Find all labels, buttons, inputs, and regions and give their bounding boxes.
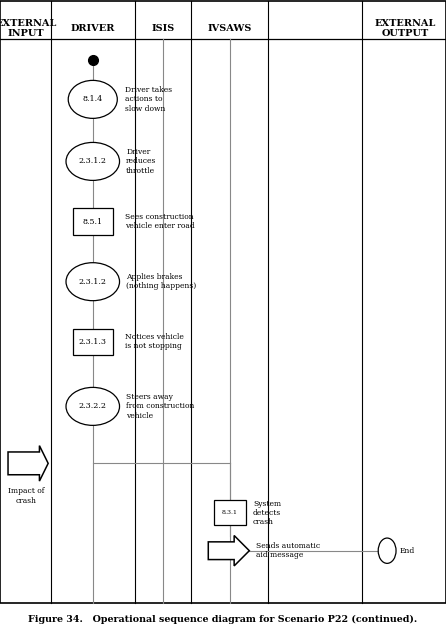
Text: End: End: [400, 547, 415, 555]
Circle shape: [378, 538, 396, 563]
Text: 8.5.1: 8.5.1: [83, 218, 103, 225]
Text: ISIS: ISIS: [151, 24, 174, 33]
Polygon shape: [8, 446, 48, 481]
Text: 8.3.1: 8.3.1: [222, 510, 238, 515]
Text: 2.3.1.2: 2.3.1.2: [79, 158, 107, 165]
Bar: [73, 208, 113, 235]
Text: System
detects
crash: System detects crash: [253, 499, 281, 526]
Text: 2.3.1.2: 2.3.1.2: [79, 278, 107, 285]
Bar: [214, 500, 246, 525]
Ellipse shape: [66, 263, 120, 301]
Text: Notices vehicle
is not stopping: Notices vehicle is not stopping: [125, 333, 184, 351]
Text: Applies brakes
(nothing happens): Applies brakes (nothing happens): [126, 273, 197, 291]
Text: 2.3.2.2: 2.3.2.2: [79, 403, 107, 410]
Polygon shape: [208, 536, 249, 566]
Text: Figure 34.   Operational sequence diagram for Scenario P22 (continued).: Figure 34. Operational sequence diagram …: [29, 615, 417, 624]
Ellipse shape: [66, 142, 120, 180]
Text: 2.3.1.3: 2.3.1.3: [79, 338, 107, 346]
Ellipse shape: [68, 80, 117, 118]
Text: EXTERNAL
OUTPUT: EXTERNAL OUTPUT: [374, 19, 436, 38]
Text: IVSAWS: IVSAWS: [207, 24, 252, 33]
Text: Impact of
crash: Impact of crash: [8, 487, 44, 505]
Text: DRIVER: DRIVER: [70, 24, 115, 33]
Text: Sends automatic
aid message: Sends automatic aid message: [256, 542, 321, 560]
Text: Driver
reduces
throttle: Driver reduces throttle: [126, 148, 157, 175]
Text: Driver takes
actions to
slow down: Driver takes actions to slow down: [125, 86, 172, 113]
Text: Steers away
from construction
vehicle: Steers away from construction vehicle: [126, 393, 194, 420]
Ellipse shape: [66, 387, 120, 425]
Text: Sees construction
vehicle enter road: Sees construction vehicle enter road: [125, 213, 194, 230]
Bar: [73, 329, 113, 355]
Text: EXTERNAL
INPUT: EXTERNAL INPUT: [0, 19, 57, 38]
Text: 8.1.4: 8.1.4: [83, 96, 103, 103]
